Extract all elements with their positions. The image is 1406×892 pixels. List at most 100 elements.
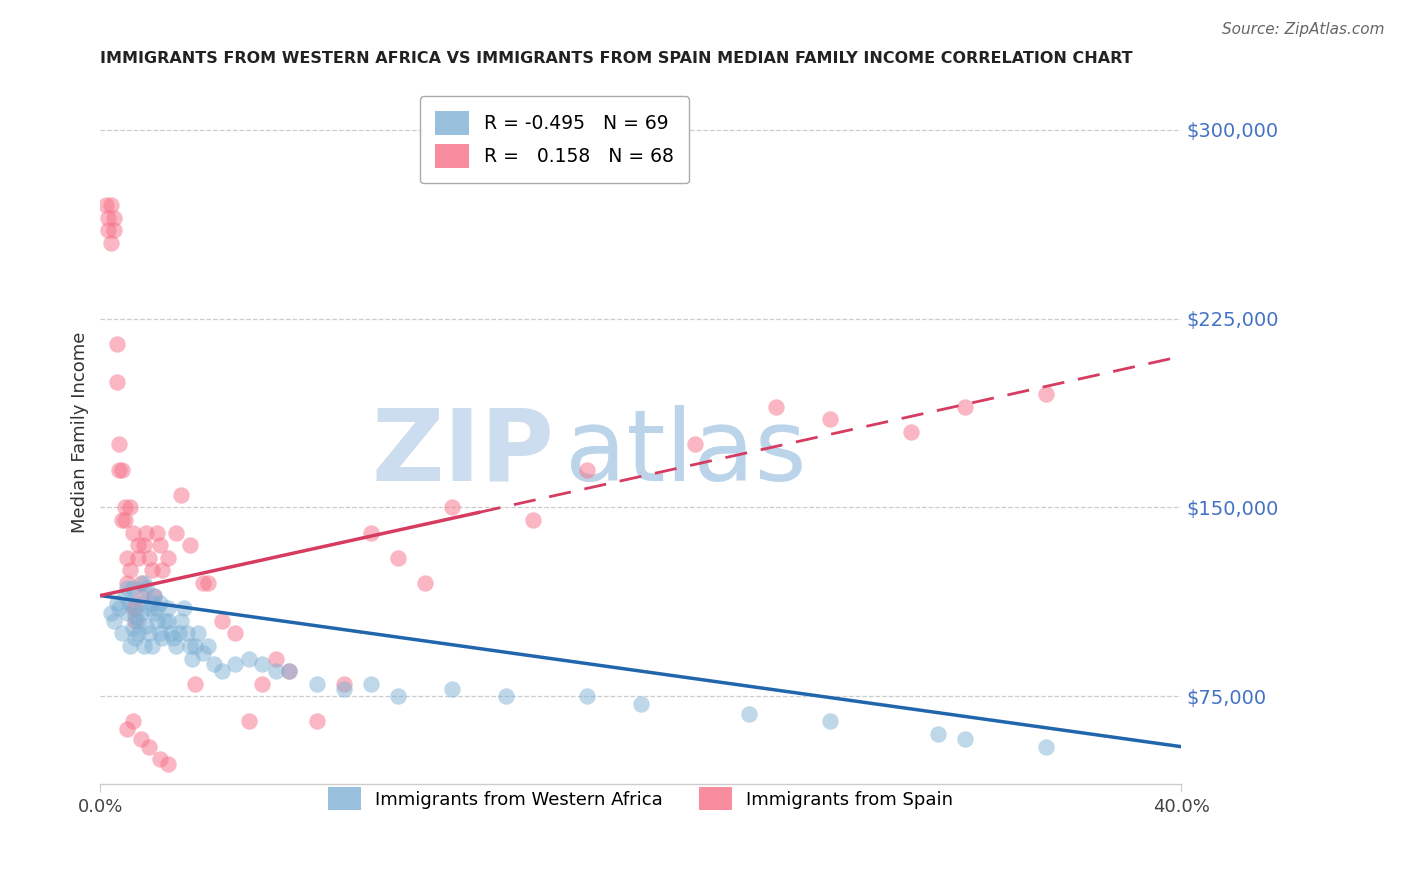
Point: [575, 463, 598, 477]
Point: [121, 581, 143, 595]
Point: [121, 601, 143, 615]
Point: [111, 463, 134, 477]
Point: [129, 589, 152, 603]
Point: [132, 576, 155, 591]
Point: [184, 639, 207, 653]
Point: [114, 500, 136, 515]
Point: [138, 626, 160, 640]
Point: [170, 488, 193, 502]
Point: [197, 639, 219, 653]
Point: [187, 626, 209, 640]
Point: [278, 664, 301, 678]
Point: [105, 596, 128, 610]
Point: [120, 596, 142, 610]
Point: [103, 223, 125, 237]
Point: [135, 619, 157, 633]
Point: [108, 463, 131, 477]
Point: [100, 235, 122, 250]
Point: [149, 752, 172, 766]
Point: [117, 581, 139, 595]
Point: [179, 538, 201, 552]
Point: [127, 538, 149, 552]
Point: [127, 626, 149, 640]
Point: [387, 550, 409, 565]
Point: [1035, 387, 1057, 401]
Point: [120, 639, 142, 653]
Point: [278, 664, 301, 678]
Point: [440, 500, 463, 515]
Point: [141, 563, 163, 577]
Point: [360, 676, 382, 690]
Point: [360, 525, 382, 540]
Point: [129, 732, 152, 747]
Point: [224, 657, 246, 671]
Point: [162, 632, 184, 646]
Point: [141, 596, 163, 610]
Point: [149, 538, 172, 552]
Point: [953, 732, 976, 747]
Point: [191, 647, 214, 661]
Point: [138, 601, 160, 615]
Point: [738, 706, 761, 721]
Point: [818, 412, 841, 426]
Point: [170, 614, 193, 628]
Point: [143, 606, 166, 620]
Point: [132, 538, 155, 552]
Point: [146, 525, 169, 540]
Point: [495, 690, 517, 704]
Point: [117, 606, 139, 620]
Point: [413, 576, 436, 591]
Point: [97, 211, 120, 225]
Point: [108, 601, 131, 615]
Legend: Immigrants from Western Africa, Immigrants from Spain: Immigrants from Western Africa, Immigran…: [314, 772, 967, 825]
Point: [167, 626, 190, 640]
Point: [202, 657, 225, 671]
Text: atlas: atlas: [565, 405, 807, 501]
Point: [146, 601, 169, 615]
Point: [111, 626, 134, 640]
Point: [522, 513, 544, 527]
Point: [165, 639, 187, 653]
Point: [108, 437, 131, 451]
Point: [156, 757, 179, 772]
Point: [132, 639, 155, 653]
Point: [305, 676, 328, 690]
Point: [100, 198, 122, 212]
Point: [211, 614, 233, 628]
Point: [900, 425, 922, 439]
Point: [127, 614, 149, 628]
Point: [184, 676, 207, 690]
Point: [238, 651, 260, 665]
Point: [97, 223, 120, 237]
Point: [105, 336, 128, 351]
Point: [387, 690, 409, 704]
Point: [105, 375, 128, 389]
Point: [440, 681, 463, 696]
Point: [197, 576, 219, 591]
Point: [124, 608, 146, 623]
Point: [153, 614, 176, 628]
Point: [124, 601, 146, 615]
Point: [121, 714, 143, 729]
Text: IMMIGRANTS FROM WESTERN AFRICA VS IMMIGRANTS FROM SPAIN MEDIAN FAMILY INCOME COR: IMMIGRANTS FROM WESTERN AFRICA VS IMMIGR…: [100, 51, 1133, 66]
Point: [179, 639, 201, 653]
Point: [332, 681, 354, 696]
Point: [114, 589, 136, 603]
Point: [94, 198, 117, 212]
Point: [264, 651, 287, 665]
Point: [238, 714, 260, 729]
Point: [129, 576, 152, 591]
Point: [129, 606, 152, 620]
Point: [264, 664, 287, 678]
Point: [156, 601, 179, 615]
Point: [927, 727, 949, 741]
Point: [149, 596, 172, 610]
Point: [138, 550, 160, 565]
Point: [252, 657, 274, 671]
Point: [149, 626, 172, 640]
Point: [156, 614, 179, 628]
Point: [575, 690, 598, 704]
Point: [143, 589, 166, 603]
Point: [124, 632, 146, 646]
Point: [117, 550, 139, 565]
